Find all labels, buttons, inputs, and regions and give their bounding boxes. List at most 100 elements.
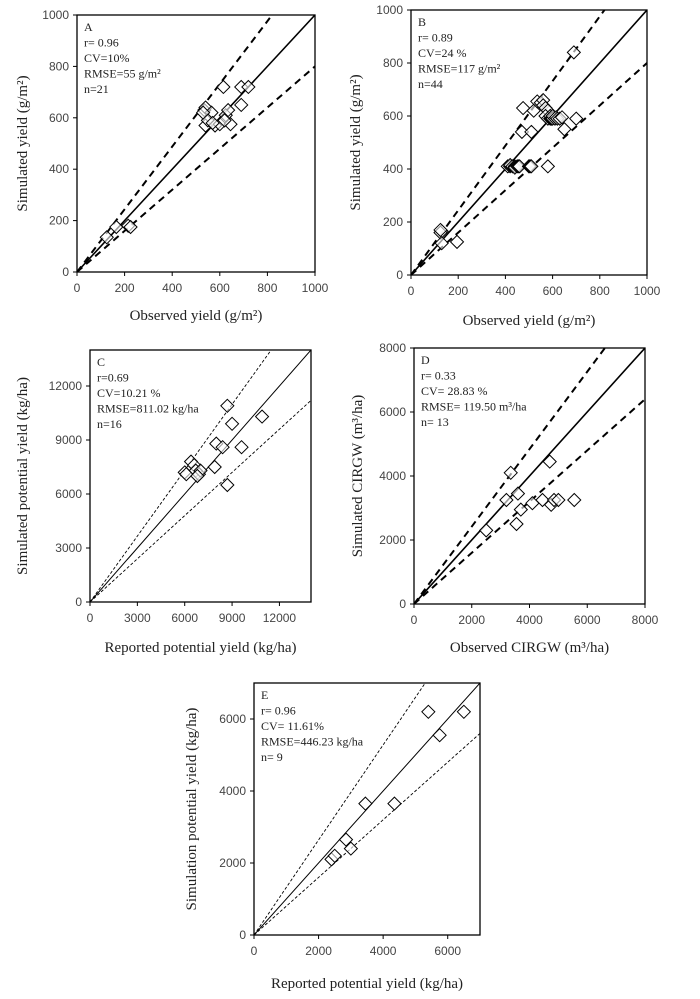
y-tick-label: 1000 xyxy=(42,8,69,22)
data-point xyxy=(568,111,584,126)
data-point xyxy=(421,704,436,720)
stat-annotation: n= 13 xyxy=(421,415,449,429)
y-tick-label: 2000 xyxy=(219,856,246,870)
data-point xyxy=(338,832,354,847)
data-point xyxy=(514,124,530,140)
x-tick-label: 600 xyxy=(210,281,230,295)
x-tick-label: 2000 xyxy=(458,613,485,627)
y-tick-label: 8000 xyxy=(379,341,406,355)
y-tick-label: 400 xyxy=(49,162,69,176)
panel-d: 0 2000 4000 6000 8000 0 2000 4000 6000 8000 Observ… xyxy=(350,341,659,656)
data-point xyxy=(512,159,527,174)
x-axis-label: Observed yield (g/m²) xyxy=(130,308,263,324)
upper-bound-line xyxy=(77,15,274,272)
data-point xyxy=(327,848,342,864)
y-tick-label: 0 xyxy=(239,928,246,942)
y-tick-label: 12000 xyxy=(49,379,83,393)
lower-bound-line xyxy=(90,400,311,602)
data-point xyxy=(432,727,447,743)
x-tick-label: 0 xyxy=(74,281,81,295)
data-point xyxy=(524,159,539,174)
data-point xyxy=(433,222,448,238)
y-tick-label: 0 xyxy=(75,595,82,609)
x-tick-label: 9000 xyxy=(219,611,246,625)
data-point xyxy=(567,492,582,508)
data-point xyxy=(234,97,249,113)
data-point xyxy=(195,105,211,120)
y-axis-label: Simulated yield (g/m²) xyxy=(348,74,364,210)
stat-annotation: CV=10.21 % xyxy=(97,386,160,400)
x-tick-label: 200 xyxy=(115,281,135,295)
x-tick-label: 400 xyxy=(162,281,182,295)
y-tick-label: 6000 xyxy=(379,405,406,419)
stat-annotation: n= 9 xyxy=(261,750,283,764)
y-tick-label: 4000 xyxy=(219,784,246,798)
x-axis-label: Observed yield (g/m²) xyxy=(463,313,596,329)
data-point xyxy=(478,523,494,538)
stat-annotation: RMSE= 119.50 m³/ha xyxy=(421,400,527,414)
stat-annotation: r= 0.89 xyxy=(418,31,453,45)
y-tick-label: 1000 xyxy=(376,3,403,17)
x-tick-label: 400 xyxy=(495,284,515,298)
y-tick-label: 3000 xyxy=(55,541,82,555)
data-point xyxy=(254,409,270,424)
data-point xyxy=(217,113,232,128)
y-tick-label: 9000 xyxy=(55,433,82,447)
data-point xyxy=(123,219,138,235)
panel-b: 0 200 400 600 800 1000 0 200 400 600 800 1000 Observ… xyxy=(348,3,661,329)
stat-annotation: RMSE=811.02 kg/ha xyxy=(97,402,199,416)
data-point xyxy=(551,492,566,508)
plot-frame xyxy=(76,14,316,273)
data-point xyxy=(387,796,402,811)
data-point xyxy=(554,110,570,125)
data-point xyxy=(343,841,359,856)
data-point xyxy=(241,79,256,95)
stat-annotation: CV= 28.83 % xyxy=(421,384,487,398)
data-point xyxy=(449,234,465,250)
x-tick-label: 4000 xyxy=(516,613,543,627)
x-tick-label: 2000 xyxy=(305,944,332,958)
x-tick-label: 1000 xyxy=(302,281,329,295)
x-tick-label: 200 xyxy=(448,284,468,298)
x-axis-label: Reported potential yield (kg/ha) xyxy=(104,640,296,656)
upper-bound-line xyxy=(90,350,272,602)
data-point xyxy=(510,486,526,501)
y-axis-label: Simulated yield (g/m²) xyxy=(15,75,31,211)
data-point xyxy=(524,124,539,140)
data-point xyxy=(540,159,556,174)
panel-letter: C xyxy=(97,355,105,369)
data-point xyxy=(215,439,230,455)
data-point xyxy=(358,796,373,811)
y-axis-label: Simulated CIRGW (m³/ha) xyxy=(350,395,366,558)
stat-annotation: r= 0.96 xyxy=(84,36,119,50)
plot-frame xyxy=(410,9,648,276)
panel-letter: E xyxy=(261,688,268,702)
data-point xyxy=(557,122,572,137)
x-tick-label: 6000 xyxy=(171,611,198,625)
x-tick-label: 800 xyxy=(590,284,610,298)
stat-annotation: r= 0.96 xyxy=(261,704,296,718)
stat-annotation: r= 0.33 xyxy=(421,369,456,383)
y-axis-label: Simulation potential yield (kg/ha) xyxy=(184,708,200,911)
x-axis-label: Observed CIRGW (m³/ha) xyxy=(450,640,609,656)
stat-annotation: CV=10% xyxy=(84,51,129,65)
x-tick-label: 3000 xyxy=(124,611,151,625)
y-tick-label: 4000 xyxy=(379,469,406,483)
data-point xyxy=(220,398,235,414)
data-point xyxy=(99,230,114,245)
data-point xyxy=(542,454,557,469)
x-tick-label: 0 xyxy=(87,611,94,625)
stat-annotation: r=0.69 xyxy=(97,371,129,385)
one-to-one-line xyxy=(414,348,645,604)
x-tick-label: 4000 xyxy=(370,944,397,958)
x-tick-label: 0 xyxy=(411,613,418,627)
data-point xyxy=(456,704,472,720)
x-tick-label: 6000 xyxy=(574,613,601,627)
upper-bound-line xyxy=(411,10,606,275)
y-tick-label: 800 xyxy=(49,59,69,73)
panel-letter: B xyxy=(418,15,426,29)
lower-bound-line xyxy=(414,398,645,604)
x-tick-label: 12000 xyxy=(263,611,297,625)
y-tick-label: 6000 xyxy=(55,487,82,501)
